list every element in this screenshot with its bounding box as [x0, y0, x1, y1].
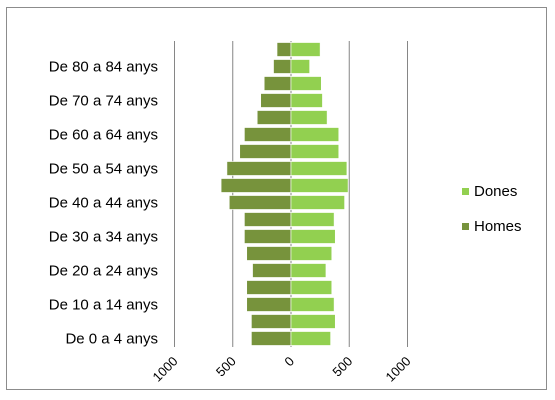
bar-dones [290, 331, 331, 346]
value-tick-label: 500 [213, 354, 239, 380]
legend-label: Homes [474, 218, 522, 235]
bar-homes [220, 178, 292, 193]
bar-dones [290, 144, 340, 159]
gridlines [174, 41, 408, 347]
bar-dones [290, 229, 336, 244]
bar-homes [239, 144, 292, 159]
bar-dones [290, 314, 336, 329]
category-label: De 50 a 54 anys [49, 161, 158, 178]
legend-swatch [462, 223, 469, 230]
bar-dones [290, 161, 348, 176]
bar-dones [290, 110, 328, 125]
bar-homes [244, 212, 292, 227]
category-label: De 40 a 44 anys [49, 195, 158, 212]
bar-homes [244, 229, 292, 244]
value-tick-label: 1000 [150, 354, 181, 385]
legend-label: Dones [474, 183, 517, 200]
bar-dones [290, 42, 321, 57]
bar-homes [244, 127, 292, 142]
bar-homes [246, 297, 292, 312]
category-label: De 80 a 84 anys [49, 59, 158, 76]
category-axis-labels: De 0 a 4 anys De 10 a 14 anys De 20 a 24 a… [49, 59, 158, 348]
category-label: De 20 a 24 anys [49, 263, 158, 280]
bar-homes [276, 42, 292, 57]
bar-dones [290, 246, 333, 261]
bar-dones [290, 93, 323, 108]
category-label: De 60 a 64 anys [49, 127, 158, 144]
bar-homes [256, 110, 292, 125]
bar-dones [290, 195, 345, 210]
value-tick-label: 0 [281, 354, 297, 370]
bar-dones [290, 76, 322, 91]
bar-dones [290, 280, 333, 295]
category-label: De 0 a 4 anys [65, 331, 158, 348]
bar-homes [252, 263, 292, 278]
bar-homes [251, 331, 292, 346]
legend-swatch [462, 188, 469, 195]
value-tick-label: 1000 [383, 354, 414, 385]
value-tick-label: 500 [329, 354, 355, 380]
bars [220, 42, 349, 346]
bar-homes [273, 59, 292, 74]
bar-homes [228, 195, 292, 210]
bar-homes [260, 93, 292, 108]
bar-homes [246, 246, 292, 261]
bar-dones [290, 178, 349, 193]
category-label: De 30 a 34 anys [49, 229, 158, 246]
bar-homes [246, 280, 292, 295]
bar-dones [290, 127, 340, 142]
bar-dones [290, 263, 327, 278]
bar-dones [290, 212, 335, 227]
bar-homes [226, 161, 292, 176]
legend: Dones Homes [462, 183, 522, 235]
category-label: De 10 a 14 anys [49, 297, 158, 314]
value-axis-labels: 1000 500 0 500 1000 [150, 354, 414, 385]
bar-dones [290, 297, 335, 312]
bar-homes [251, 314, 292, 329]
category-label: De 70 a 74 anys [49, 93, 158, 110]
bar-homes [263, 76, 292, 91]
bar-dones [290, 59, 310, 74]
